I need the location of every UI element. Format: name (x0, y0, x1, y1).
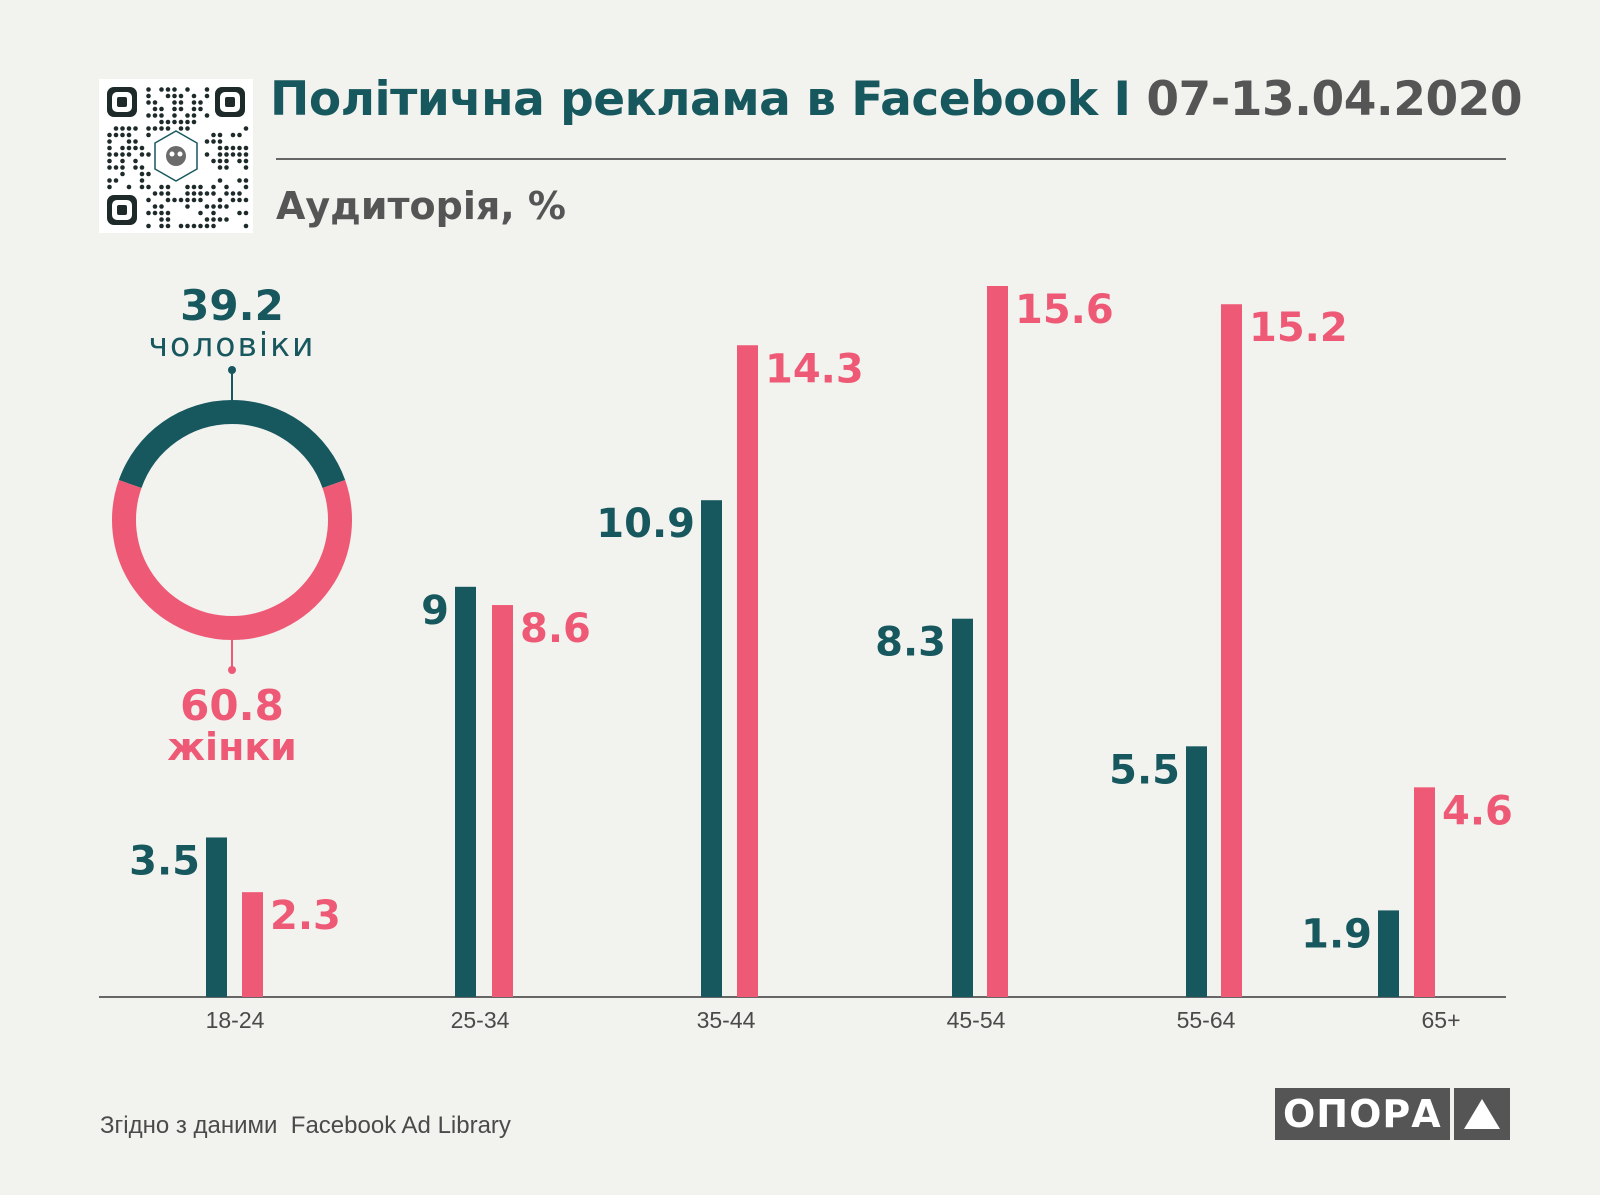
data-label-men-45-54: 8.3 (875, 620, 946, 666)
data-label-women-25-34: 8.6 (520, 606, 591, 652)
x-tick-label-35-44: 35-44 (697, 1007, 756, 1033)
donut-value-men: 39.2 (180, 281, 284, 330)
donut-label-women: жінки (167, 725, 297, 769)
title-main: Політична реклама в Facebook I (270, 72, 1131, 127)
title-divider (276, 158, 1506, 160)
bar-men-45-54 (952, 618, 973, 997)
bar-men-18-24 (206, 837, 227, 997)
data-label-men-18-24: 3.5 (129, 838, 200, 884)
bar-women-18-24 (242, 892, 263, 997)
bar-men-55-64 (1186, 746, 1207, 997)
source-prefix: Згідно з даними (100, 1112, 278, 1139)
leader-dot-men (228, 366, 236, 374)
source-note: Згідно з даними Facebook Ad Library (100, 1112, 511, 1140)
qr-code-icon (99, 79, 253, 233)
data-label-women-35-44: 14.3 (765, 346, 864, 392)
source-name: Facebook Ad Library (290, 1112, 511, 1139)
data-label-men-55-64: 5.5 (1109, 747, 1180, 793)
x-tick-label-65+: 65+ (1421, 1007, 1460, 1033)
bar-women-45-54 (987, 286, 1008, 997)
bar-women-55-64 (1221, 304, 1242, 997)
x-tick-label-45-54: 45-54 (947, 1007, 1006, 1033)
bar-men-25-34 (455, 586, 476, 997)
x-tick-label-25-34: 25-34 (451, 1007, 510, 1033)
triangle-logo-icon (1453, 1088, 1510, 1140)
bar-men-35-44 (701, 500, 722, 997)
x-tick-label-55-64: 55-64 (1177, 1007, 1236, 1033)
donut-value-women: 60.8 (180, 681, 284, 730)
data-label-men-35-44: 10.9 (596, 501, 695, 547)
bar-women-25-34 (492, 605, 513, 997)
data-label-men-65+: 1.9 (1301, 911, 1372, 957)
data-label-women-18-24: 2.3 (270, 893, 341, 939)
title-date: 07-13.04.2020 (1146, 72, 1523, 127)
data-label-women-65+: 4.6 (1442, 788, 1513, 834)
donut-label-men: чоловіки (149, 325, 316, 364)
data-label-men-25-34: 9 (421, 588, 449, 634)
opora-logo: ОПОРА (1275, 1088, 1510, 1140)
bar-men-65+ (1378, 910, 1399, 997)
chart-subtitle: Аудиторія, % (276, 184, 566, 228)
data-label-women-45-54: 15.6 (1015, 287, 1114, 333)
chart-title: Політична реклама в Facebook I 07-13.04.… (270, 72, 1523, 127)
bar-women-35-44 (737, 345, 758, 997)
logo-text: ОПОРА (1275, 1088, 1450, 1140)
leader-dot-women (228, 666, 236, 674)
bar-women-65+ (1414, 787, 1435, 997)
chart-area: 3.5 2.3 18-24 9 8.6 25-34 10.9 14.3 35-44 8.3 15.6… (99, 281, 1513, 1033)
donut-slice-men (118, 400, 346, 489)
data-label-women-55-64: 15.2 (1249, 305, 1348, 351)
donut-slice-women (112, 480, 352, 640)
x-tick-label-18-24: 18-24 (206, 1007, 265, 1033)
